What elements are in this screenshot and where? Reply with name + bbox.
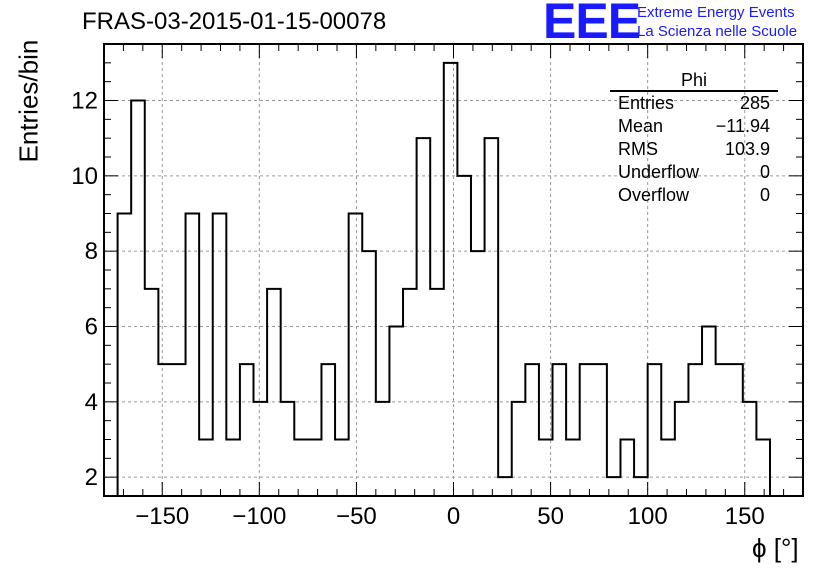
histogram-bin (240, 364, 254, 496)
histogram-bin (389, 327, 403, 497)
x-tick-label: −100 (232, 503, 286, 530)
histogram-bin (553, 364, 567, 496)
histogram-bin (634, 477, 648, 496)
stats-label: Underflow (618, 162, 700, 182)
stats-label: Overflow (618, 185, 690, 205)
histogram-bin (593, 364, 607, 496)
y-tick-label: 12 (71, 88, 98, 115)
y-tick-label: 10 (71, 163, 98, 190)
eee-logo: EEE (543, 0, 641, 49)
histogram-bin (525, 364, 539, 496)
histogram-bin (158, 364, 172, 496)
histogram-bin (620, 440, 634, 497)
stats-label: Entries (618, 93, 675, 113)
x-tick-label: 100 (628, 503, 668, 530)
histogram-bin (186, 214, 200, 497)
plot-frame (103, 43, 804, 497)
stats-title: Phi (610, 70, 778, 92)
histogram-bin (512, 402, 526, 496)
stats-row: Overflow 0 (610, 184, 778, 207)
histogram-bin (254, 402, 268, 496)
y-tick-label: 4 (85, 389, 98, 416)
eee-logo-text: Extreme Energy Events La Scienza nelle S… (637, 3, 797, 41)
histogram-bin (308, 440, 322, 497)
histogram-bin (349, 214, 363, 497)
stats-value: −11.94 (715, 116, 770, 136)
stats-row: Mean −11.94 (610, 115, 778, 138)
y-tick-label: 8 (85, 238, 98, 265)
stats-label: RMS (618, 139, 658, 159)
histogram-bin (539, 440, 553, 497)
histogram-bin (648, 364, 662, 496)
histogram-bin (756, 440, 770, 497)
chart-title: FRAS-03-2015-01-15-00078 (82, 8, 387, 35)
x-tick-label: 0 (447, 503, 460, 530)
histogram-bin (281, 402, 295, 496)
stats-value: 0 (759, 185, 770, 205)
stats-row: Underflow 0 (610, 161, 778, 184)
histogram-bin (675, 402, 689, 496)
histogram-bin (321, 364, 335, 496)
histogram-bin (661, 440, 675, 497)
x-tick-label: −50 (336, 503, 377, 530)
histogram-bin (702, 327, 716, 497)
histogram-bin (376, 402, 390, 496)
histogram-bin (294, 440, 308, 497)
logo-line-1: Extreme Energy Events (637, 4, 795, 21)
histogram-bin (580, 364, 594, 496)
stats-row: Entries 285 (610, 92, 778, 115)
histogram-bin (172, 364, 186, 496)
histogram-bin (430, 289, 444, 496)
histogram-bin (743, 402, 757, 496)
histogram-series (116, 61, 771, 496)
histogram-bin (226, 440, 240, 497)
histogram-bin (118, 214, 132, 497)
histogram-bin (498, 477, 512, 496)
stats-value: 0 (759, 162, 770, 182)
stats-value: 285 (739, 93, 770, 113)
x-tick-label: 150 (725, 503, 765, 530)
logo-line-2: La Scienza nelle Scuole (637, 23, 798, 40)
histogram-bin (485, 138, 499, 496)
histogram-bin (213, 214, 227, 497)
histogram-bin (335, 440, 349, 497)
y-tick-label: 2 (85, 464, 98, 491)
histogram-bin (199, 440, 213, 497)
x-tick-label: −150 (135, 503, 189, 530)
histogram-bin (145, 289, 159, 496)
stats-rows: Entries 285 Mean −11.94 RMS 103.9 Underflow 0 Ov… (610, 92, 778, 207)
x-axis-label: ϕ [°] (752, 533, 799, 563)
stats-value: 103.9 (724, 139, 770, 159)
histogram-bin (471, 251, 485, 496)
histogram-bin (729, 364, 743, 496)
histogram-bin (403, 289, 417, 496)
histogram-bin (566, 440, 580, 497)
histogram-bin (131, 101, 145, 497)
histogram-bin (362, 251, 376, 496)
histogram-bin (607, 477, 621, 496)
y-tick-label: 6 (85, 314, 98, 341)
histogram-bin (688, 364, 702, 496)
stats-label: Mean (618, 116, 664, 136)
histogram-bin (716, 364, 730, 496)
histogram-bin (444, 63, 458, 496)
x-tick-label: 50 (537, 503, 564, 530)
stats-row: RMS 103.9 (610, 138, 778, 161)
histogram-bin (417, 138, 431, 496)
stats-box: Phi Entries 285 Mean −11.94 RMS 103.9 Underflo… (610, 70, 778, 207)
histogram-bin (267, 289, 281, 496)
histogram-bin (457, 176, 471, 496)
